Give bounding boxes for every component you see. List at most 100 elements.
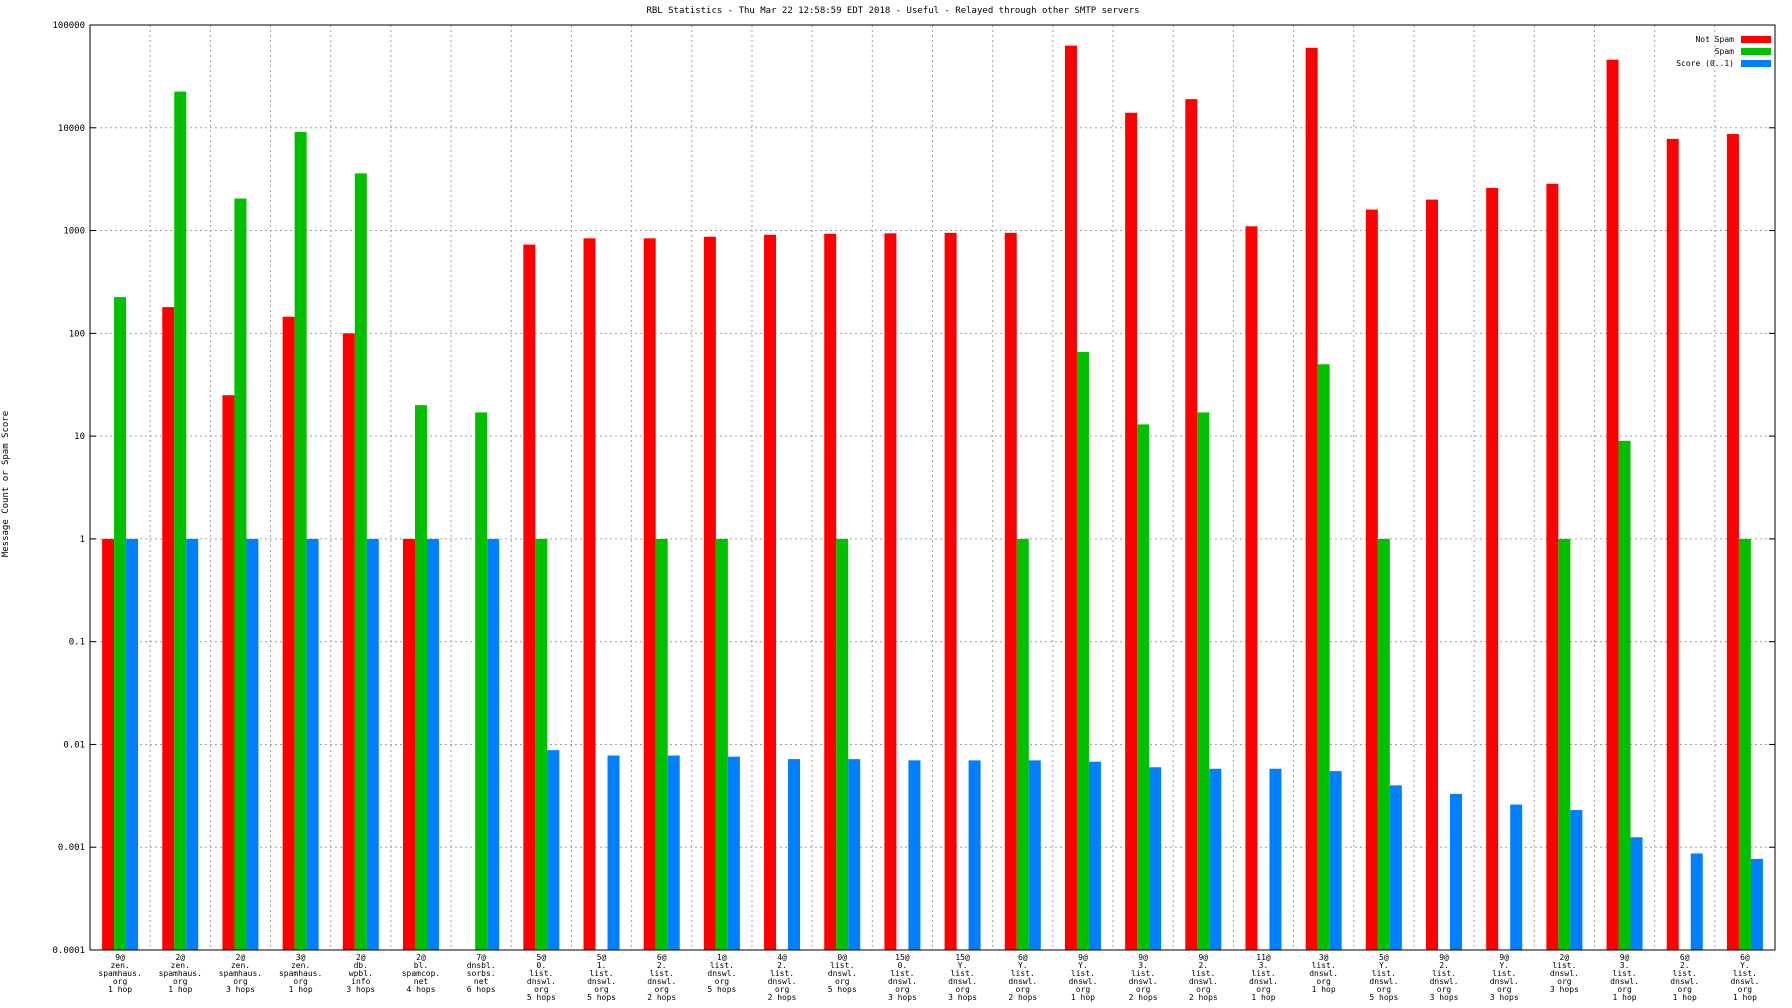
bar-not-spam [884,233,897,951]
bar-not-spam [824,233,837,951]
x-tick-label: dnswl. [888,977,917,986]
x-tick-label: 7@ [476,953,486,962]
x-tick-label: bl. [414,961,428,970]
x-tick-label: org [113,977,128,986]
x-tick-label: 4 hops [407,985,436,994]
x-tick-label: 6 hops [467,985,496,994]
bar-spam [1016,538,1029,950]
bar-score-0-1 [1630,837,1643,950]
bar-not-spam [1185,99,1198,950]
x-tick-label: 2 hops [768,993,797,1002]
x-tick-label: org [594,985,609,994]
x-tick-label: list. [830,961,854,970]
x-tick-label: org [654,985,669,994]
bar-score-0-1 [1329,771,1342,950]
x-tick-label: dnswl. [1189,977,1218,986]
x-tick-label: dnswl. [1730,977,1759,986]
x-tick-label: 5 hops [828,985,857,994]
x-tick-label: 3 hops [1550,985,1579,994]
x-tick-label: dnsbl. [467,961,496,970]
bar-not-spam [1726,133,1739,951]
x-tick-label: org [1377,985,1392,994]
x-tick-label: list. [710,961,734,970]
x-tick-label: dnswl. [647,977,676,986]
bar-not-spam [1245,226,1258,951]
bar-score-0-1 [1450,793,1463,950]
x-tick-label: 3@ [1319,953,1329,962]
y-tick-label: 0.1 [69,638,85,648]
bar-score-0-1 [848,759,861,950]
x-tick-label: Y. [1740,961,1750,970]
x-tick-label: dnswl. [527,977,556,986]
x-tick-label: org [534,985,549,994]
x-tick-label: 2 hops [1189,993,1218,1002]
x-tick-label: dnswl. [1550,969,1579,978]
bar-spam [1197,412,1210,950]
x-tick-label: list. [1071,969,1095,978]
x-tick-label: dnswl. [1490,977,1519,986]
bar-score-0-1 [186,538,199,950]
bar-not-spam [1004,232,1017,950]
x-tick-label: Y. [1078,961,1088,970]
bar-score-0-1 [1389,785,1402,950]
x-tick-label: 3 hops [226,985,255,994]
bar-spam [1558,538,1571,950]
bar-not-spam [944,232,957,950]
x-tick-label: 2@ [416,953,426,962]
x-tick-label: list. [1011,969,1035,978]
x-tick-label: list. [650,969,674,978]
x-tick-label: dnswl. [1008,977,1037,986]
x-tick-label: org [1738,985,1753,994]
bar-score-0-1 [246,538,259,950]
x-tick-label: org [895,985,910,994]
legend-swatch [1741,36,1771,43]
x-tick-label: org [1016,985,1031,994]
bar-not-spam [643,238,656,951]
x-tick-label: list. [1372,969,1396,978]
bar-score-0-1 [1690,853,1703,950]
bar-score-0-1 [908,760,921,950]
bar-spam [475,412,488,950]
bar-spam [1738,538,1751,950]
x-tick-label: 1 hop [1733,993,1757,1002]
x-tick-label: org [233,977,248,986]
x-tick-label: org [1076,985,1091,994]
x-tick-label: 3 hops [1430,993,1459,1002]
bar-spam [836,538,849,950]
x-tick-label: zen. [171,961,190,970]
x-tick-label: 2@ [1560,953,1570,962]
x-tick-label: spamhaus. [159,969,202,978]
bar-score-0-1 [366,538,379,950]
bar-not-spam [402,538,415,950]
y-tick-label: 0.01 [63,740,85,750]
x-tick-label: 1 hop [289,985,313,994]
x-tick-label: wpbl. [349,969,373,978]
bar-not-spam [1546,183,1559,950]
y-tick-label: 0.0001 [52,946,85,956]
x-tick-label: spamcop. [402,969,441,978]
x-tick-label: 3 hops [346,985,375,994]
x-tick-label: 9@ [1078,953,1088,962]
x-tick-label: 3. [1620,961,1630,970]
x-tick-label: 0. [537,961,547,970]
x-tick-label: db. [354,961,368,970]
x-tick-label: spamhaus. [98,969,141,978]
x-tick-label: 1 hop [1673,993,1697,1002]
plot-frame [89,24,1776,951]
x-tick-label: 2. [657,961,667,970]
x-tick-label: net [414,977,429,986]
bar-score-0-1 [607,755,620,950]
bar-score-0-1 [547,750,560,950]
x-tick-label: 5@ [597,953,607,962]
legend-label: Not Spam [1695,35,1734,44]
bar-score-0-1 [426,538,439,950]
x-tick-label: list. [890,969,914,978]
bar-spam [414,405,427,951]
x-tick-label: list. [1312,961,1336,970]
x-tick-label: 3 hops [948,993,977,1002]
x-tick-label: dnswl. [1129,977,1158,986]
bar-not-spam [162,307,175,950]
bar-score-0-1 [727,756,740,950]
x-tick-label: list. [951,969,975,978]
